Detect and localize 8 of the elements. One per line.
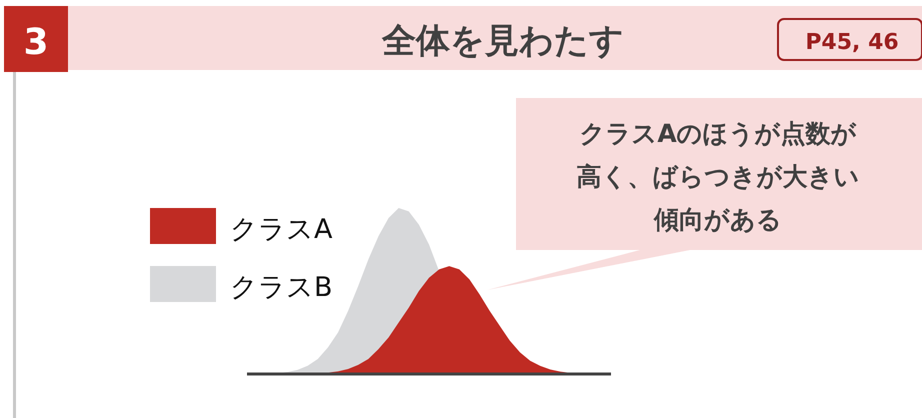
legend-label: クラスA bbox=[230, 214, 333, 245]
text: クラスAのほうが点数が bbox=[579, 119, 857, 148]
chart-title: 全体を見わたす bbox=[381, 21, 624, 61]
legend-label: クラスB bbox=[230, 272, 333, 303]
text: 傾向がある bbox=[653, 205, 782, 234]
text: 高く、ばらつきが大きい bbox=[576, 162, 860, 191]
text: 3 bbox=[23, 22, 49, 63]
text: P45, 46 bbox=[805, 30, 899, 55]
